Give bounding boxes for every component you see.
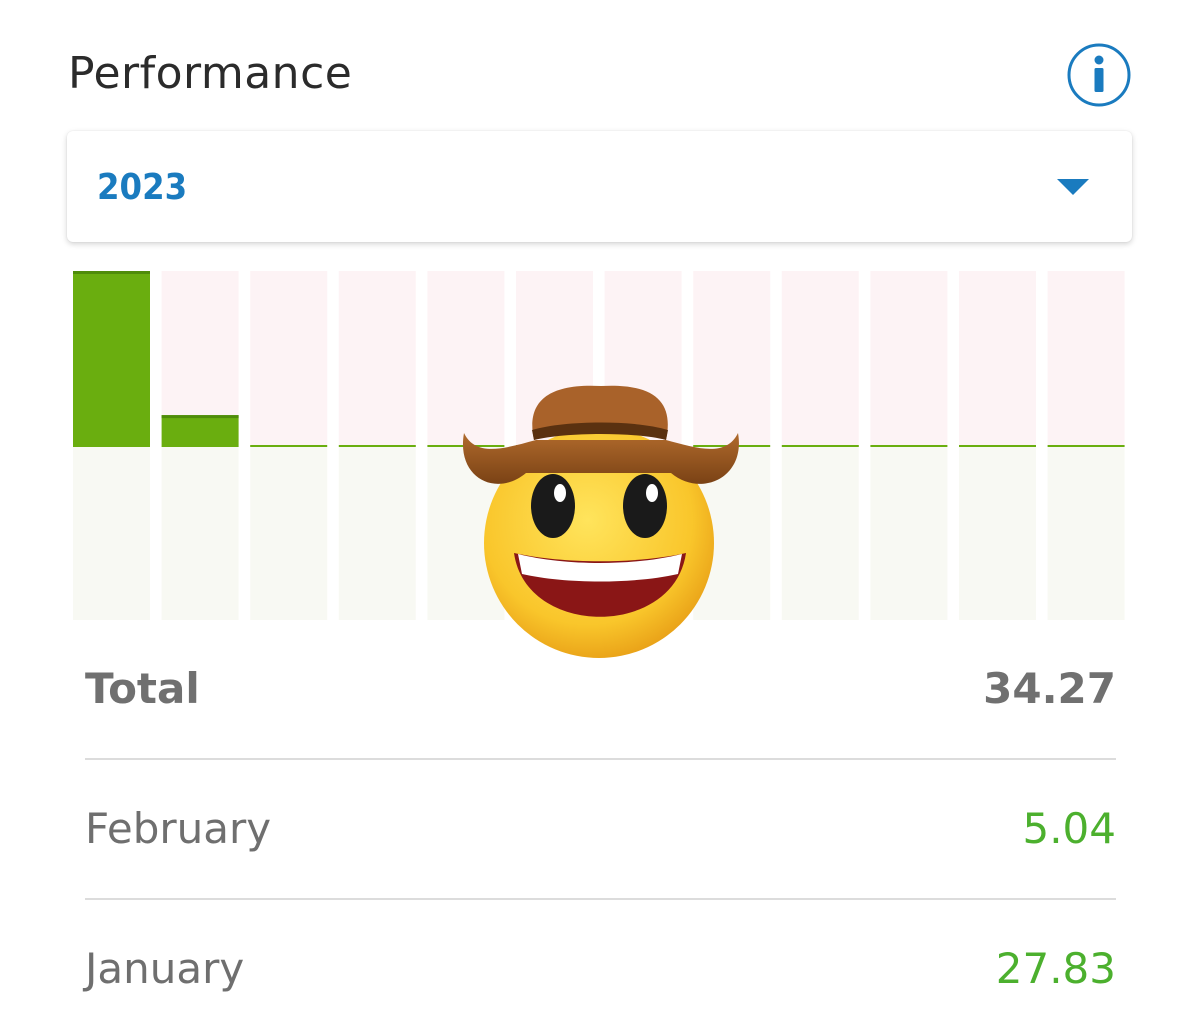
chart-column-jan[interactable] bbox=[73, 271, 150, 620]
chart-column-bg-top bbox=[427, 271, 505, 447]
chart-bar bbox=[1047, 445, 1125, 447]
chart-column-nov[interactable] bbox=[959, 271, 1036, 620]
info-icon[interactable] bbox=[1066, 42, 1132, 108]
chart-column-bg-bottom bbox=[870, 447, 948, 620]
divider bbox=[85, 898, 1116, 900]
chart-column-feb[interactable] bbox=[161, 271, 239, 620]
chart-column-aug[interactable] bbox=[693, 271, 771, 620]
chart-bar bbox=[870, 445, 948, 447]
total-row: Total 34.27 bbox=[85, 642, 1116, 742]
caret-down-icon bbox=[1057, 179, 1089, 195]
year-dropdown[interactable]: 2023 bbox=[67, 131, 1132, 242]
month-value: 27.83 bbox=[995, 944, 1116, 993]
year-dropdown-value: 2023 bbox=[97, 167, 188, 208]
chart-column-bg-bottom bbox=[250, 447, 328, 620]
chart-column-oct[interactable] bbox=[870, 271, 948, 620]
chart-column-bg-bottom bbox=[781, 447, 859, 620]
chart-column-bg-top bbox=[338, 271, 416, 447]
total-label: Total bbox=[85, 664, 200, 713]
chart-column-apr[interactable] bbox=[338, 271, 416, 620]
month-row-february[interactable]: February 5.04 bbox=[85, 782, 1116, 882]
month-value: 5.04 bbox=[1022, 804, 1116, 853]
chart-column-bg-bottom bbox=[1047, 447, 1125, 620]
chart-column-sep[interactable] bbox=[781, 271, 859, 620]
chart-bar bbox=[161, 415, 239, 447]
total-value: 34.27 bbox=[983, 664, 1116, 713]
chart-column-bg-top bbox=[1047, 271, 1125, 447]
chart-column-bg-top bbox=[870, 271, 948, 447]
chart-bar bbox=[338, 445, 416, 447]
month-label: January bbox=[85, 944, 245, 993]
divider bbox=[85, 758, 1116, 760]
chart-column-bg-top bbox=[693, 271, 771, 447]
page-title: Performance bbox=[68, 48, 353, 99]
chart-bar-cap bbox=[161, 415, 239, 419]
chart-column-mar[interactable] bbox=[250, 271, 328, 620]
chart-column-dec[interactable] bbox=[1047, 271, 1125, 620]
chart-column-bg-top bbox=[250, 271, 328, 447]
chart-bar bbox=[959, 445, 1036, 447]
chart-column-bg-bottom bbox=[338, 447, 416, 620]
chart-bar-cap bbox=[73, 271, 150, 274]
chart-bar bbox=[781, 445, 859, 447]
chart-column-bg-top bbox=[959, 271, 1036, 447]
chart-column-bg-top bbox=[781, 271, 859, 447]
chart-bar bbox=[73, 271, 150, 447]
month-row-january[interactable]: January 27.83 bbox=[85, 922, 1116, 1022]
chart-column-bg-bottom bbox=[161, 447, 239, 620]
cowboy-emoji-icon bbox=[456, 378, 746, 668]
chart-bar bbox=[250, 445, 328, 447]
chart-column-bg-bottom bbox=[73, 447, 150, 620]
month-label: February bbox=[85, 804, 272, 853]
chart-column-bg-bottom bbox=[959, 447, 1036, 620]
